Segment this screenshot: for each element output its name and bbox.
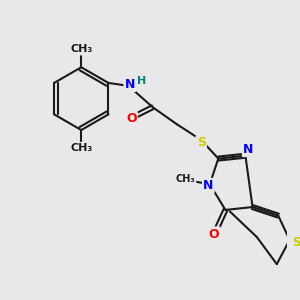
Text: CH₃: CH₃ [70,44,92,54]
Text: S: S [197,136,206,149]
Text: O: O [126,112,136,125]
Text: H: H [136,76,146,86]
Text: CH₃: CH₃ [176,173,195,184]
Text: N: N [243,143,254,156]
Text: S: S [292,236,300,249]
Text: N: N [125,78,135,91]
Text: N: N [203,179,214,192]
Text: O: O [209,228,219,241]
Text: CH₃: CH₃ [70,143,92,153]
